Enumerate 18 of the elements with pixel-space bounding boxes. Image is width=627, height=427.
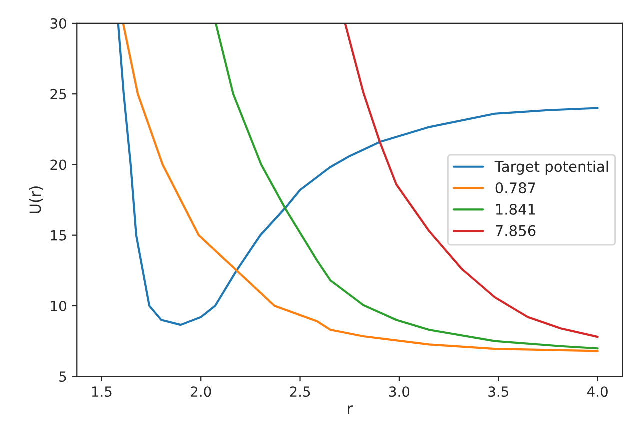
x-tick-label: 3.5 bbox=[488, 386, 508, 398]
legend-label: 1.841 bbox=[496, 204, 536, 215]
x-tick-label: 1.5 bbox=[92, 386, 112, 398]
x-axis-title: r bbox=[348, 406, 354, 414]
x-tick-label: 3.0 bbox=[389, 386, 410, 398]
y-tick-label: 10 bbox=[51, 300, 66, 312]
y-tick-label: 20 bbox=[50, 160, 66, 170]
y-tick-label: 15 bbox=[51, 230, 66, 241]
y-axis-title: U(r) bbox=[29, 186, 44, 214]
x-tick-label: 2.5 bbox=[290, 386, 310, 398]
legend-label: Target potential bbox=[494, 160, 608, 175]
legend-label: 0.787 bbox=[496, 182, 536, 194]
x-tick-label: 2.0 bbox=[191, 386, 212, 398]
legend-label: 7.856 bbox=[496, 225, 536, 236]
y-tick-label: 25 bbox=[50, 89, 66, 100]
y-tick-label: 5 bbox=[60, 372, 66, 382]
y-tick-label: 30 bbox=[50, 18, 66, 29]
x-tick-label: 4.0 bbox=[587, 386, 608, 398]
